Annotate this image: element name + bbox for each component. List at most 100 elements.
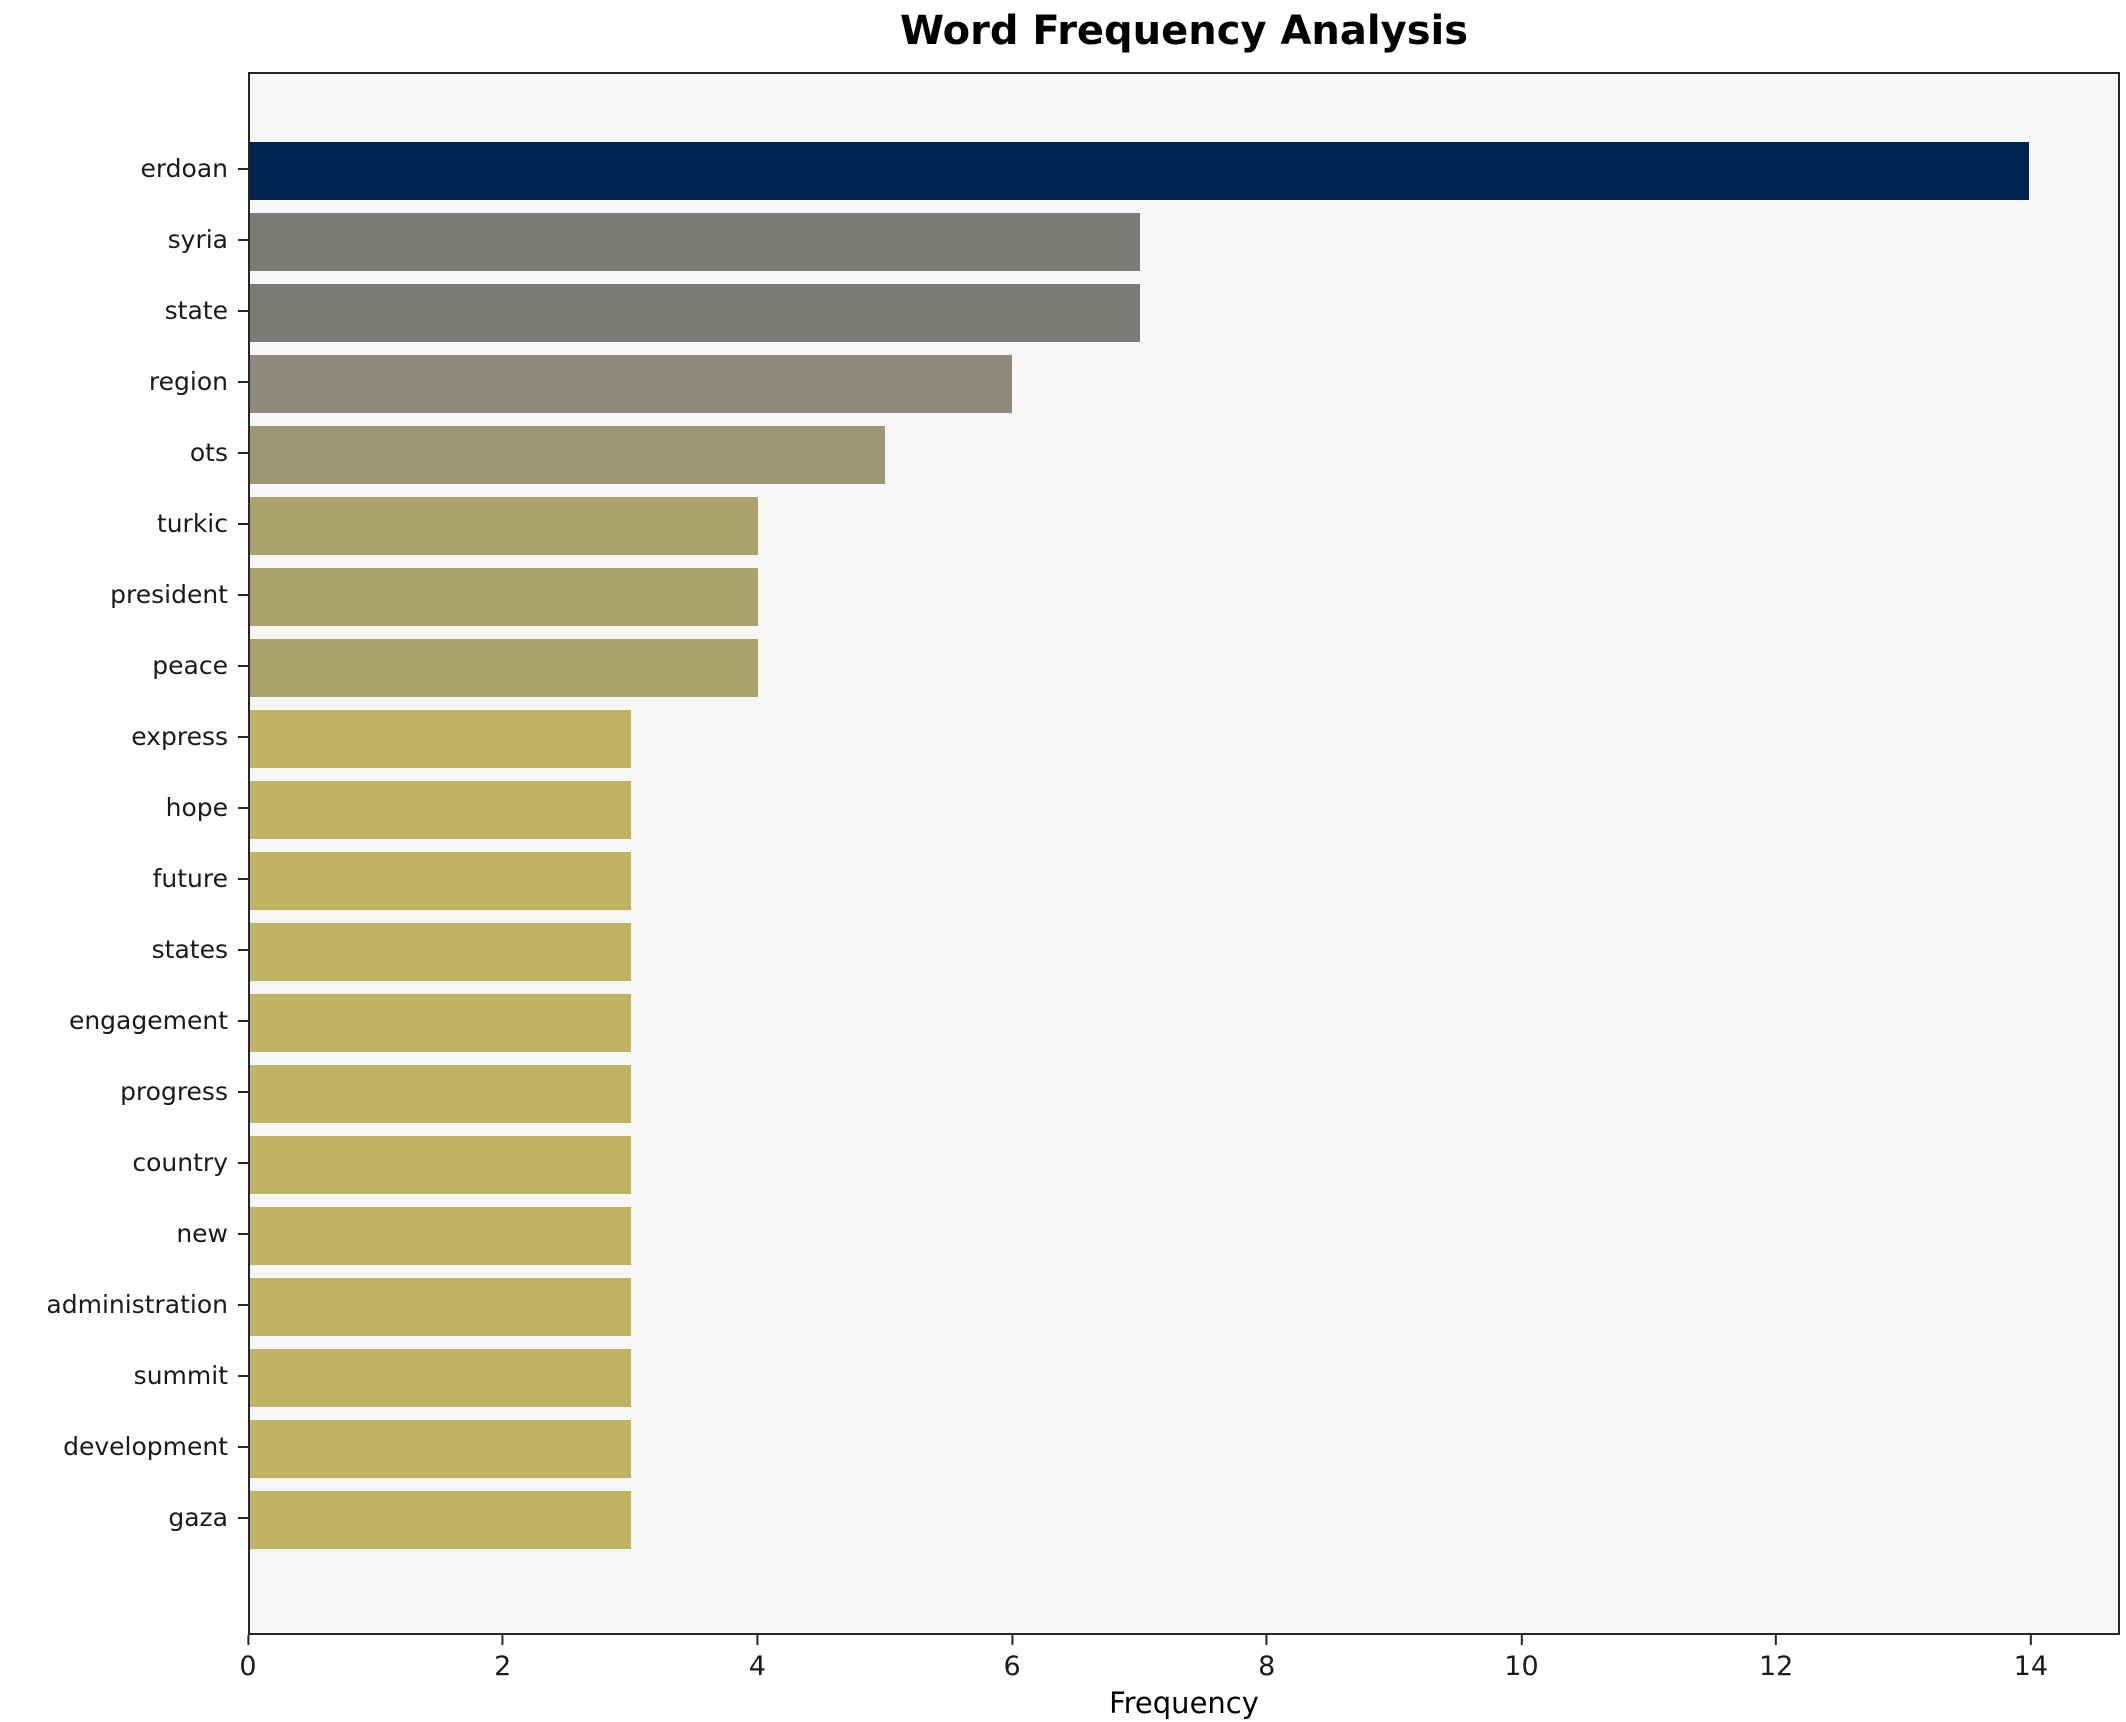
bar-row — [250, 774, 2118, 845]
x-tick-label: 10 — [1504, 1651, 1539, 1682]
x-tick: 14 — [2014, 1635, 2048, 1682]
x-tick-label: 14 — [2013, 1651, 2049, 1682]
y-tick-mark — [238, 1019, 248, 1022]
y-tick-mark — [238, 1232, 248, 1235]
bar-country — [250, 1135, 632, 1194]
bar-future — [250, 851, 632, 910]
y-axis-row: president — [0, 559, 248, 630]
bar-syria — [250, 212, 1140, 271]
y-tick-mark — [238, 309, 248, 312]
y-axis-row: region — [0, 346, 248, 417]
y-tick-label: development — [63, 1432, 228, 1461]
y-tick-label: ots — [189, 438, 228, 467]
x-tick-label: 2 — [494, 1651, 512, 1682]
bar-row — [250, 561, 2118, 632]
y-tick-label: erdoan — [140, 154, 228, 183]
bar-row — [250, 1200, 2118, 1271]
y-tick-label: region — [148, 367, 228, 396]
bar-row — [250, 490, 2118, 561]
x-tick: 2 — [494, 1635, 511, 1682]
y-axis-row: progress — [0, 1056, 248, 1127]
y-tick-mark — [238, 1303, 248, 1306]
bar-row — [250, 703, 2118, 774]
bar-gaza — [250, 1490, 632, 1549]
x-tick: 0 — [239, 1635, 257, 1682]
bar-row — [250, 1271, 2118, 1342]
bar-row — [250, 1129, 2118, 1200]
y-axis-row: administration — [0, 1269, 248, 1340]
y-tick-mark — [238, 593, 248, 596]
bar-row — [250, 206, 2118, 277]
bar-states — [250, 922, 632, 981]
y-tick-label: express — [131, 722, 228, 751]
bar-region — [250, 354, 1013, 413]
x-tick: 6 — [1003, 1635, 1021, 1682]
y-axis-row: express — [0, 701, 248, 772]
bar-row — [250, 1058, 2118, 1129]
y-axis-row: new — [0, 1198, 248, 1269]
chart-title: Word Frequency Analysis — [899, 8, 1469, 54]
y-tick-mark — [238, 735, 248, 738]
x-tick: 10 — [1504, 1635, 1539, 1682]
y-tick-mark — [238, 1445, 248, 1448]
bar-administration — [250, 1277, 632, 1336]
plot-area — [248, 72, 2120, 1635]
y-tick-label: president — [110, 580, 228, 609]
y-tick-mark — [238, 806, 248, 809]
x-tick-mark — [1520, 1635, 1523, 1645]
y-tick-label: new — [176, 1219, 228, 1248]
y-tick-label: summit — [133, 1361, 228, 1390]
bar-row — [250, 419, 2118, 490]
y-axis-row: country — [0, 1127, 248, 1198]
x-tick-mark — [1011, 1635, 1014, 1645]
x-axis: 0 2 4 6 8 10 12 14 — [239, 1635, 2120, 1695]
x-tick-label: 8 — [1258, 1651, 1276, 1682]
bar-row — [250, 987, 2118, 1058]
y-tick-mark — [238, 238, 248, 241]
bar-turkic — [250, 496, 759, 555]
bar-row — [250, 277, 2118, 348]
x-tick-mark — [501, 1635, 504, 1645]
y-axis-row: hope — [0, 772, 248, 843]
y-axis-row: states — [0, 914, 248, 985]
y-tick-mark — [238, 1516, 248, 1519]
y-tick-label: turkic — [156, 509, 228, 538]
x-tick-mark — [756, 1635, 759, 1645]
y-axis-row: ots — [0, 417, 248, 488]
y-axis-row: future — [0, 843, 248, 914]
x-tick: 8 — [1258, 1635, 1275, 1682]
y-tick-mark — [238, 522, 248, 525]
y-tick-label: country — [132, 1148, 228, 1177]
y-axis: erdoan syria state region ots turkic president… — [0, 133, 248, 1553]
bar-express — [250, 709, 632, 768]
y-tick-label: future — [152, 864, 228, 893]
bar-row — [250, 845, 2118, 916]
y-tick-mark — [238, 877, 248, 880]
x-tick-label: 4 — [748, 1651, 766, 1682]
x-tick-mark — [247, 1635, 249, 1645]
bar-row — [250, 1484, 2118, 1555]
x-axis-label: Frequency — [1109, 1686, 1259, 1720]
bar-engagement — [250, 993, 632, 1052]
x-tick-label: 0 — [239, 1651, 257, 1682]
y-axis-row: erdoan — [0, 133, 248, 204]
y-axis-row: syria — [0, 204, 248, 275]
bar-progress — [250, 1064, 632, 1123]
bar-row — [250, 348, 2118, 419]
y-axis-row: state — [0, 275, 248, 346]
bar-ots — [250, 425, 886, 484]
bar-row — [250, 916, 2118, 987]
y-tick-label: progress — [120, 1077, 228, 1106]
y-axis-row: gaza — [0, 1482, 248, 1553]
y-tick-mark — [238, 167, 248, 170]
x-tick-mark — [1775, 1635, 1778, 1645]
x-tick-label: 12 — [1758, 1651, 1794, 1682]
bar-row — [250, 135, 2118, 206]
bar-row — [250, 632, 2118, 703]
x-tick: 12 — [1759, 1635, 1793, 1682]
y-tick-mark — [238, 451, 248, 454]
bar-erdoan — [250, 141, 2030, 200]
y-tick-label: states — [151, 935, 228, 964]
y-tick-mark — [238, 380, 248, 383]
